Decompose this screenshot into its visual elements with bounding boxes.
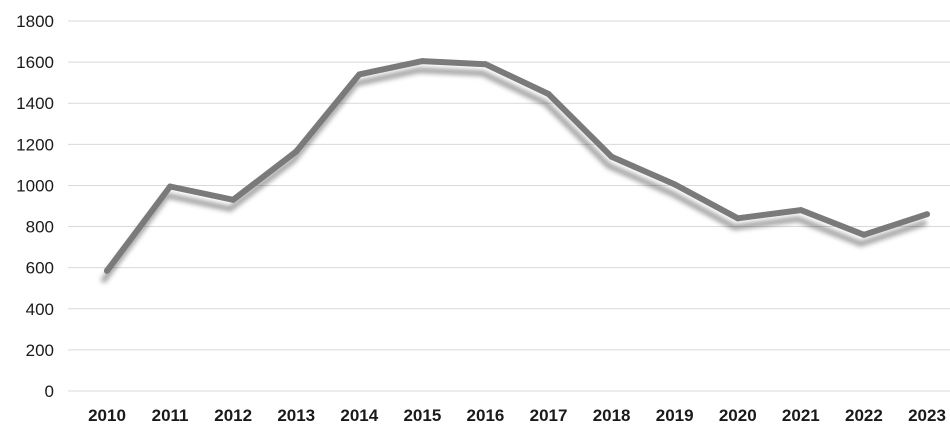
- series-layer: [101, 58, 930, 283]
- x-tick-label: 2010: [88, 406, 126, 425]
- x-axis: 2010 2011 2012 2013 2014 2015 2016 2017 2018 2019…: [88, 406, 946, 425]
- x-tick-label: 2014: [340, 406, 378, 425]
- y-tick-label: 1400: [16, 94, 54, 113]
- y-axis: 0 200 400 600 800 1000 1200 1400 1600 1800: [16, 12, 54, 401]
- y-tick-label: 200: [26, 341, 54, 360]
- y-tick-label: 1000: [16, 176, 54, 195]
- y-tick-label: 0: [45, 382, 54, 401]
- y-tick-label: 1800: [16, 12, 54, 31]
- series-line-0: [104, 58, 930, 274]
- y-tick-label: 600: [26, 259, 54, 278]
- data-point-2016: [482, 61, 489, 68]
- x-tick-label: 2015: [403, 406, 441, 425]
- x-tick-label: 2019: [656, 406, 694, 425]
- y-tick-label: 1200: [16, 135, 54, 154]
- x-tick-label: 2016: [467, 406, 505, 425]
- data-point-2017: [545, 90, 552, 97]
- x-tick-label: 2011: [152, 406, 189, 425]
- data-point-2015: [419, 58, 426, 65]
- y-tick-label: 1600: [16, 53, 54, 72]
- data-point-2012: [230, 196, 237, 203]
- data-point-2022: [860, 231, 867, 238]
- data-point-2019: [671, 181, 678, 188]
- data-point-2023: [924, 211, 930, 218]
- data-point-2010: [104, 267, 110, 274]
- y-tick-label: 400: [26, 300, 54, 319]
- x-tick-label: 2022: [845, 406, 883, 425]
- x-tick-label: 2021: [782, 406, 820, 425]
- series-line-shadow-0: [101, 67, 927, 283]
- gridlines: [68, 20, 950, 392]
- x-tick-label: 2018: [593, 406, 631, 425]
- x-tick-label: 2017: [530, 406, 568, 425]
- data-point-2014: [356, 71, 363, 78]
- x-tick-label: 2023: [908, 406, 946, 425]
- x-tick-label: 2020: [719, 406, 757, 425]
- data-point-2018: [608, 153, 615, 160]
- data-point-2011: [167, 183, 174, 190]
- y-tick-label: 800: [26, 218, 54, 237]
- data-point-2021: [797, 207, 804, 214]
- x-tick-label: 2013: [277, 406, 315, 425]
- x-tick-label: 2012: [214, 406, 252, 425]
- data-point-2013: [293, 148, 300, 155]
- data-point-2020: [734, 215, 741, 222]
